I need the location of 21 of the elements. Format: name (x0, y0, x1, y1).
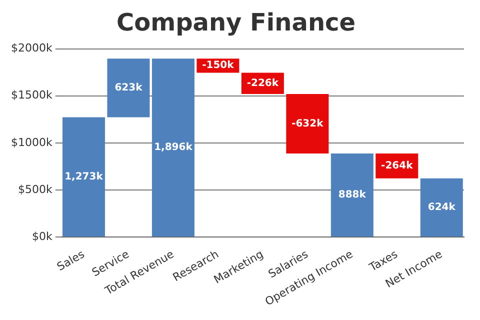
data-label: 888k (338, 190, 366, 201)
data-label: 1,896k (154, 142, 193, 154)
y-tick-label: $1000k (10, 136, 53, 149)
bar (286, 94, 329, 154)
bar (152, 58, 194, 237)
data-label: -150k (202, 60, 234, 72)
bar (330, 153, 374, 237)
data-label: 624k (428, 202, 456, 214)
bar (107, 58, 150, 118)
data-label: -226k (246, 78, 279, 89)
chart-title: Company Finance (116, 8, 356, 37)
data-label: 623k (114, 82, 143, 94)
data-label: 1,273k (64, 172, 104, 183)
bar (62, 117, 105, 237)
data-label: -264k (381, 160, 414, 172)
y-tick-label: $500k (18, 182, 53, 196)
y-tick-label: $1500k (10, 88, 53, 102)
data-label: -632k (292, 118, 324, 130)
y-tick-label: $0k (32, 230, 53, 243)
bar (420, 178, 463, 237)
y-tick-label: $2000k (10, 42, 53, 55)
